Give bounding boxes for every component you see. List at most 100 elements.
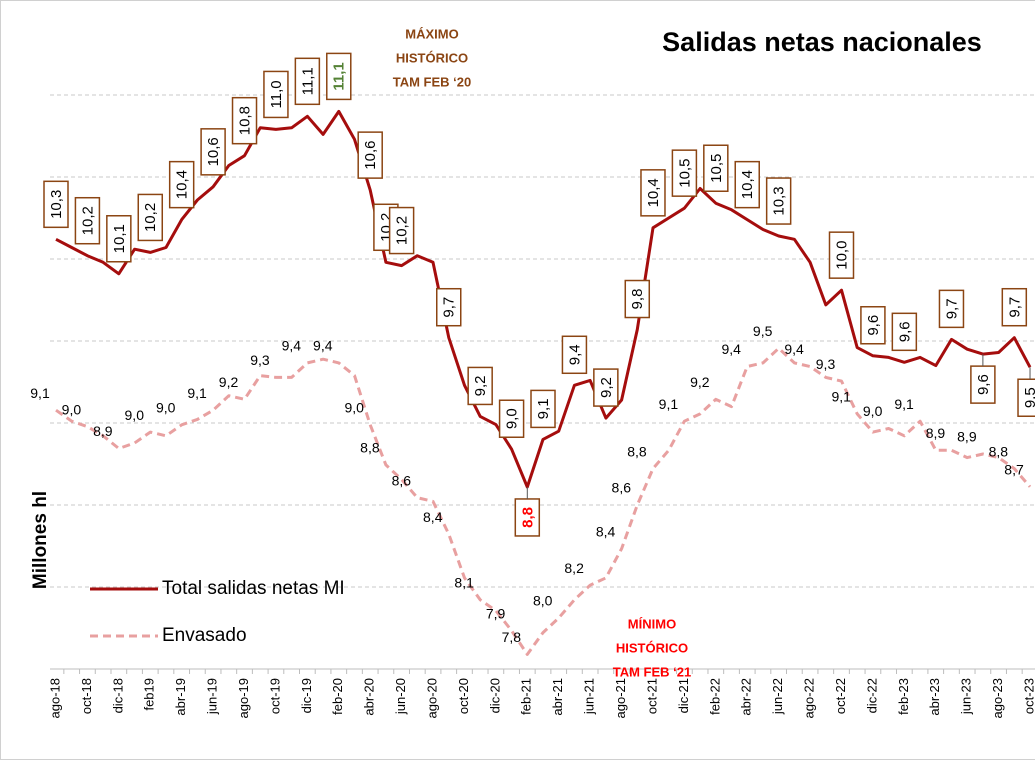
x-tick-label: jun-20 bbox=[393, 678, 408, 715]
value-label: 9,1 bbox=[535, 398, 552, 419]
value-label: 9,7 bbox=[441, 297, 458, 318]
value-label: 8,9 bbox=[926, 425, 946, 441]
value-label: 9,0 bbox=[62, 401, 82, 417]
x-tick-label: abr-20 bbox=[362, 678, 377, 716]
value-label: 10,5 bbox=[708, 154, 725, 183]
x-tick-label: abr-22 bbox=[739, 678, 754, 716]
value-label: 10,2 bbox=[142, 203, 159, 232]
value-label-box bbox=[593, 368, 619, 407]
value-label-box bbox=[1001, 287, 1028, 327]
value-label-box bbox=[74, 196, 101, 245]
value-label: 8,4 bbox=[423, 509, 443, 525]
value-label-box bbox=[860, 306, 886, 345]
total-line bbox=[55, 109, 1032, 489]
value-label: 8,4 bbox=[596, 523, 616, 539]
value-label: 10,4 bbox=[174, 170, 191, 199]
value-label: 9,4 bbox=[784, 341, 804, 357]
x-tick-label: oct-22 bbox=[833, 678, 848, 714]
value-label-box bbox=[263, 70, 289, 119]
chart-title: Salidas netas nacionales bbox=[662, 27, 982, 57]
value-label-box bbox=[671, 149, 698, 197]
value-label-box bbox=[326, 52, 352, 101]
value-label-box bbox=[200, 128, 226, 176]
value-label: 9,0 bbox=[863, 403, 883, 419]
annotation: MÁXIMO bbox=[405, 26, 458, 41]
value-label-box bbox=[467, 366, 493, 406]
x-tick-label: oct-19 bbox=[267, 678, 282, 714]
value-label: 8,9 bbox=[93, 423, 113, 439]
value-label: 9,4 bbox=[722, 341, 742, 357]
value-label: 9,6 bbox=[896, 321, 913, 342]
x-tick-label: feb-23 bbox=[896, 678, 911, 715]
value-label: 9,2 bbox=[598, 377, 615, 398]
value-label: 11,0 bbox=[268, 80, 285, 108]
value-label-box bbox=[640, 169, 666, 217]
value-label-box bbox=[388, 206, 415, 255]
value-label: 9,1 bbox=[187, 385, 207, 401]
value-label: 7,9 bbox=[486, 605, 506, 621]
annotation: HISTÓRICO bbox=[616, 640, 688, 655]
value-label-box bbox=[436, 287, 462, 327]
value-label-box bbox=[106, 215, 132, 263]
value-label: 9,0 bbox=[344, 400, 364, 416]
y-axis-label: Millones hl bbox=[30, 491, 51, 589]
value-label: 9,7 bbox=[943, 298, 960, 319]
x-tick-label: feb-22 bbox=[707, 678, 722, 715]
x-tick-label: ago-22 bbox=[802, 678, 817, 718]
value-label: 9,2 bbox=[690, 374, 710, 390]
value-label: 9,6 bbox=[975, 374, 992, 395]
value-label: 9,4 bbox=[282, 338, 302, 354]
value-label-box bbox=[891, 312, 918, 352]
value-label: 10,6 bbox=[362, 141, 379, 170]
value-label-box bbox=[357, 131, 383, 179]
value-label: 10,3 bbox=[771, 186, 788, 215]
value-label-box bbox=[828, 231, 855, 279]
annotation: HISTÓRICO bbox=[396, 50, 468, 65]
value-label: 8,0 bbox=[533, 593, 553, 609]
value-label-box bbox=[294, 57, 321, 106]
value-label: 9,4 bbox=[313, 338, 333, 354]
value-label: 8,6 bbox=[392, 472, 412, 488]
x-tick-label: jun-22 bbox=[770, 678, 785, 715]
value-label: 8,6 bbox=[612, 480, 632, 496]
x-tick-label: oct-21 bbox=[644, 678, 659, 714]
legend-label: Total salidas netas MI bbox=[162, 578, 345, 599]
value-label-box bbox=[624, 279, 651, 319]
value-label: 9,6 bbox=[865, 315, 882, 336]
value-label: 8,1 bbox=[454, 574, 474, 590]
value-label: 9,0 bbox=[125, 407, 145, 423]
x-tick-label: oct-23 bbox=[1021, 678, 1035, 714]
value-label-box bbox=[530, 389, 556, 429]
value-label: 10,6 bbox=[205, 137, 222, 166]
annotation: MÍNIMO bbox=[628, 616, 676, 631]
x-tick-label: ago-19 bbox=[236, 678, 251, 718]
value-label: 9,1 bbox=[831, 389, 851, 405]
value-label-box bbox=[231, 96, 258, 145]
value-label: 8,9 bbox=[957, 429, 977, 445]
x-tick-label: ago-18 bbox=[47, 678, 62, 718]
x-tick-label: ago-20 bbox=[424, 678, 439, 718]
value-label-box bbox=[43, 180, 69, 229]
value-label-box bbox=[703, 144, 729, 192]
legend-label: Envasado bbox=[162, 625, 247, 646]
value-label: 10,8 bbox=[236, 106, 253, 135]
x-tick-label: abr-23 bbox=[927, 678, 942, 716]
value-label-box bbox=[734, 160, 760, 209]
value-label: 9,0 bbox=[504, 408, 521, 429]
x-tick-label: ago-21 bbox=[613, 678, 628, 718]
value-label-box bbox=[137, 193, 164, 242]
value-label: 9,1 bbox=[894, 396, 914, 412]
x-tick-label: dic-21 bbox=[676, 678, 691, 713]
value-label: 9,3 bbox=[250, 352, 270, 368]
value-label: 9,4 bbox=[566, 344, 583, 365]
value-label: 11,1 bbox=[331, 62, 348, 90]
x-tick-label: ago-23 bbox=[990, 678, 1005, 718]
value-label: 8,7 bbox=[1004, 461, 1024, 477]
value-label: 8,8 bbox=[519, 507, 536, 528]
value-label: 9,3 bbox=[816, 356, 836, 372]
x-tick-label: abr-21 bbox=[550, 678, 565, 716]
x-tick-label: feb-20 bbox=[330, 678, 345, 715]
value-label: 9,0 bbox=[156, 400, 176, 416]
value-label: 10,2 bbox=[79, 206, 96, 235]
